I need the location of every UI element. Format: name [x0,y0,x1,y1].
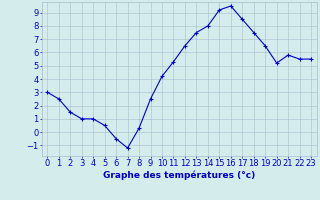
X-axis label: Graphe des températures (°c): Graphe des températures (°c) [103,171,255,180]
